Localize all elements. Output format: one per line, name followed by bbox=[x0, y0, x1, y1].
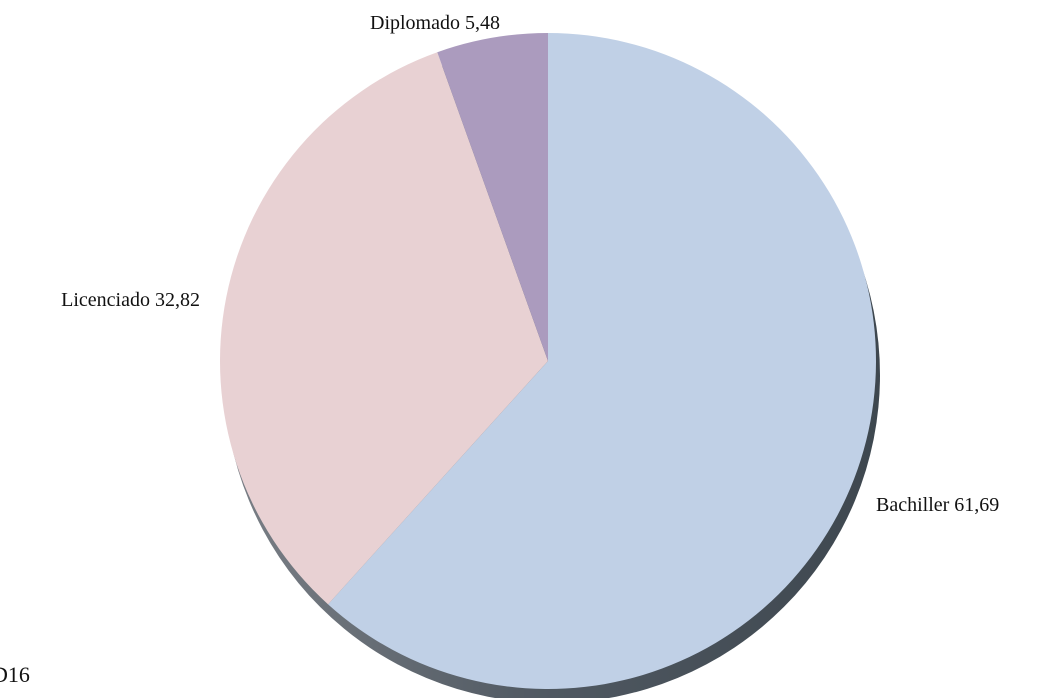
pie-slice-licenciado bbox=[219, 52, 548, 605]
pie-labels: Bachiller 61,69 Licenciado 32,82 Diplomado… bbox=[61, 12, 999, 516]
pie-slices bbox=[219, 33, 877, 690]
pie-slice-diplomado bbox=[437, 33, 548, 361]
pie-label-licenciado: Licenciado 32,82 bbox=[61, 289, 200, 311]
pie-slice-bachiller bbox=[328, 33, 877, 690]
corner-text: D16 bbox=[0, 662, 30, 687]
pie-label-bachiller: Bachiller 61,69 bbox=[876, 494, 999, 516]
pie-label-diplomado: Diplomado 5,48 bbox=[370, 12, 500, 34]
